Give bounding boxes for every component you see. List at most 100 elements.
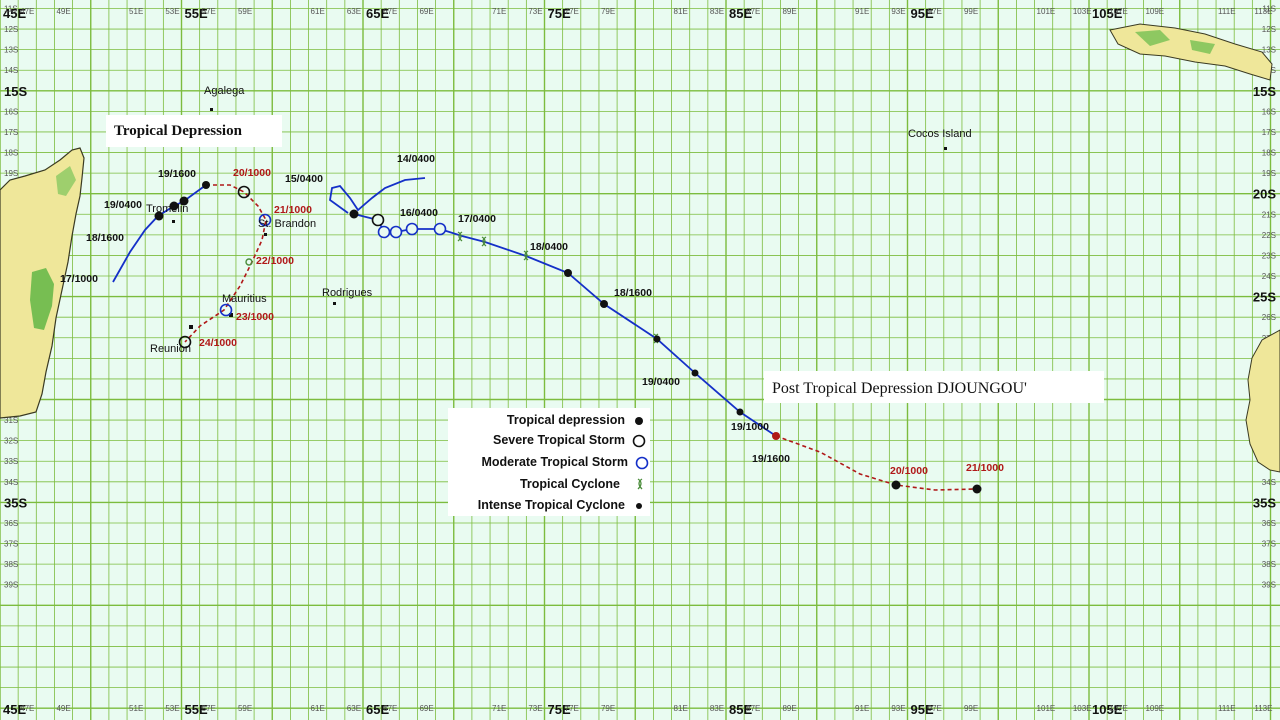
lon-minor-label-top: 83E [710,7,724,16]
mts-marker [389,225,403,239]
tc-marker [481,236,487,247]
place-rodrigues: Rodrigues [322,287,373,299]
madagascar-highlands [30,268,54,330]
lon-minor-label-top: 107E [1109,7,1128,16]
lon-minor-label-top: 53E [165,7,179,16]
lon-minor-label-bottom: 57E [202,704,216,713]
australia-landmass [1245,329,1280,473]
sts-marker [371,213,385,227]
lon-minor-label-bottom: 83E [710,704,724,713]
fix-label: 20/1000 [233,167,271,179]
lon-minor-label-bottom: 73E [528,704,542,713]
lon-minor-label-top: 87E [746,7,760,16]
fix-label: 19/1600 [158,168,196,180]
lat-minor-label-right: 21S [1262,210,1276,219]
lon-label-top: 45E [3,6,26,21]
lon-minor-label-top: 49E [56,7,70,16]
lon-minor-label-top: 71E [492,7,506,16]
lat-minor-label-right: 24S [1262,272,1276,281]
lat-minor-label-left: 37S [4,540,18,549]
lon-minor-label-top: 109E [1145,7,1164,16]
java-landmass [1109,23,1273,81]
rodrigues-marker [333,302,336,305]
lon-minor-label-bottom: 61E [311,704,325,713]
fix-label: 14/0400 [397,153,435,165]
mauritius-marker [229,313,233,317]
lat-minor-label-right: 36S [1262,519,1276,528]
mts-marker [377,225,391,239]
lon-minor-label-top: 47E [20,7,34,16]
banner-bg [764,371,1104,403]
lon-minor-label-top: 101E [1037,7,1056,16]
legend-bg [448,408,650,516]
early-track-line [329,177,426,214]
lon-minor-label-top: 57E [202,7,216,16]
place-tromelin: Tromelin [146,203,188,215]
legend-td-label: Tropical depression [507,413,625,427]
lon-minor-label-bottom: 79E [601,704,615,713]
agalega-marker [210,108,213,111]
sts-marker [178,335,192,349]
lon-minor-label-top: 99E [964,7,978,16]
lat-minor-label-right: 16S [1262,107,1276,116]
place-st-brandon: St. Brandon [258,218,316,230]
legend-td-symbol [635,417,643,425]
fix-label: 17/0400 [458,213,496,225]
lat-minor-label-left: 17S [4,128,18,137]
lon-minor-label-bottom: 51E [129,704,143,713]
lon-minor-label-bottom: 63E [347,704,361,713]
legend-sts-label: Severe Tropical Storm [493,433,625,447]
itc-marker [653,335,661,343]
tromelin-marker [172,220,175,223]
lon-minor-label-top: 79E [601,7,615,16]
lon-minor-label-bottom: 103E [1073,704,1092,713]
java-green [1135,30,1215,54]
lon-minor-label-top: 73E [528,7,542,16]
fix-label: 19/1000 [731,421,769,433]
reunion-marker [189,325,193,329]
lat-minor-label-right: 12S [1262,25,1276,34]
legend: Tropical depression Severe Tropical Stor… [448,408,650,516]
lon-label-bottom: 85E [729,702,752,717]
place-agalega: Agalega [204,85,245,97]
lon-minor-label-top: 51E [129,7,143,16]
legend-mts-label: Moderate Tropical Storm [481,455,628,469]
lon-minor-label-bottom: 71E [492,704,506,713]
fix-labels: 14/0400 15/0400 16/0400 17/0400 17/1000 … [60,153,1004,477]
tc-marker [523,250,529,261]
banner-post-tropical-text: Post Tropical Depression DJOUNGOU' [772,380,1027,397]
lon-minor-label-bottom: 97E [928,704,942,713]
lon-label-top: 65E [366,6,389,21]
lon-label-top: 105E [1092,6,1123,21]
lon-label-bottom: 95E [911,702,934,717]
lon-minor-label-bottom: 67E [383,704,397,713]
lat-minor-label-left: 38S [4,560,18,569]
lat-minor-label-right: 22S [1262,231,1276,240]
td-marker [169,201,179,211]
st-brandon-marker [264,233,267,236]
lon-minor-label-bottom: 91E [855,704,869,713]
lon-minor-label-top: 81E [674,7,688,16]
fix-label: 21/1000 [274,204,312,216]
lat-label-right: 15S [1253,84,1276,99]
td-marker [972,484,982,494]
lon-label-bottom: 65E [366,702,389,717]
lat-minor-label-right: 34S [1262,478,1276,487]
lon-minor-label-bottom: 101E [1037,704,1056,713]
lon-minor-label-bottom: 53E [165,704,179,713]
lat-minor-label-right: 23S [1262,251,1276,260]
fix-label: 18/0400 [530,241,568,253]
legend-tc-label: Tropical Cyclone [520,477,620,491]
tc-marker [245,258,253,266]
track-markers [154,181,982,494]
lat-minor-label-right: 19S [1262,169,1276,178]
lat-minor-label-right: 37S [1262,540,1276,549]
lon-label-bottom: 105E [1092,702,1123,717]
lon-minor-label-bottom: 81E [674,704,688,713]
lat-minor-label-left: 36S [4,519,18,528]
madagascar-north-green [56,166,76,196]
lat-minor-label-left: 18S [4,149,18,158]
mts-marker [258,213,272,227]
